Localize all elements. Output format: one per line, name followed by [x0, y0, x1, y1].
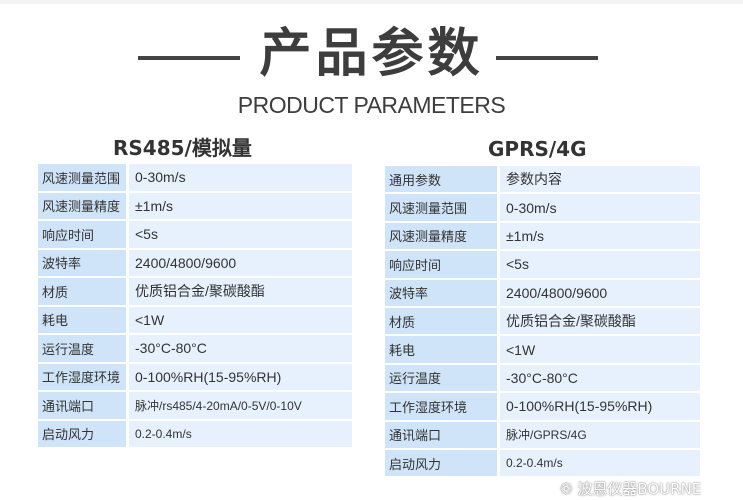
param-value: 2400/4800/9600: [500, 279, 700, 306]
page-subtitle: PRODUCT PARAMETERS: [237, 92, 506, 118]
param-value: 0-30m/s: [129, 164, 352, 191]
table-row: 工作湿度环境 0-100%RH(15-95%RH): [385, 393, 700, 420]
param-label: 耗电: [38, 306, 126, 333]
table-row: 启动风力 0.2-0.4m/s: [38, 420, 352, 447]
table-row: 通讯端口 脉冲/rs485/4-20mA/0-5V/0-10V: [38, 392, 352, 419]
table-row: 通用参数 参数内容: [385, 166, 700, 193]
table-row: 波特率 2400/4800/9600: [38, 249, 352, 276]
table-row: 运行温度 -30°C-80°C: [38, 335, 352, 362]
param-value: 优质铝合金/聚碳酸酯: [129, 278, 352, 305]
param-label: 通讯端口: [38, 392, 126, 419]
param-label: 运行温度: [385, 364, 497, 392]
param-value: 0-100%RH(15-95%RH): [500, 393, 700, 420]
param-label: 风速测量精度: [38, 192, 126, 219]
table-row: 风速测量精度 ±1m/s: [38, 192, 352, 219]
param-label: 波特率: [385, 279, 497, 306]
param-label: 通用参数: [385, 166, 497, 193]
param-label: 工作湿度环境: [38, 363, 126, 390]
table-row: 风速测量范围 0-30m/s: [38, 164, 352, 191]
param-label: 风速测量范围: [385, 194, 497, 221]
top-divider: [0, 0, 743, 4]
param-label: 响应时间: [385, 251, 497, 278]
table-row: 工作湿度环境 0-100%RH(15-95%RH): [38, 363, 352, 390]
param-value: 0-30m/s: [500, 194, 700, 221]
table-row: 耗电 <1W: [38, 306, 352, 333]
gprs-parameter-table: 通用参数 参数内容 风速测量范围 0-30m/s 风速测量精度 ±1m/s 响应时间 <5s 波…: [385, 166, 700, 478]
param-label: 响应时间: [38, 221, 126, 248]
param-value: 参数内容: [500, 166, 700, 193]
param-label: 风速测量范围: [38, 164, 126, 191]
param-label: 通讯端口: [385, 421, 497, 448]
table-row: 材质 优质铝合金/聚碳酸酯: [385, 307, 700, 335]
table-row: 波特率 2400/4800/9600: [385, 279, 700, 306]
watermark: ❁ 波恩仪器BOURNE: [560, 480, 702, 498]
param-label: 波特率: [38, 249, 126, 276]
param-label: 材质: [38, 278, 126, 305]
param-label: 耗电: [385, 336, 497, 363]
table-row: 风速测量精度 ±1m/s: [385, 222, 700, 250]
table-row: 响应时间 <5s: [38, 221, 352, 248]
param-value: <1W: [129, 306, 352, 333]
param-value: -30°C-80°C: [129, 335, 352, 362]
param-value: 0.2-0.4m/s: [129, 420, 352, 447]
param-value: <1W: [500, 336, 700, 363]
param-value: <5s: [129, 221, 352, 248]
left-table-title: RS485/模拟量: [113, 136, 252, 160]
param-value: 优质铝合金/聚碳酸酯: [500, 307, 700, 335]
page-title: 产品参数: [259, 24, 484, 84]
param-value: 脉冲/GPRS/4G: [500, 421, 700, 448]
table-row: 风速测量范围 0-30m/s: [385, 194, 700, 221]
table-row: 通讯端口 脉冲/GPRS/4G: [385, 421, 700, 448]
rs485-parameter-table: 风速测量范围 0-30m/s 风速测量精度 ±1m/s 响应时间 <5s 波特率 2400/4…: [38, 164, 352, 449]
table-row: 运行温度 -30°C-80°C: [385, 364, 700, 392]
param-value: ±1m/s: [129, 192, 352, 219]
param-value: 脉冲/rs485/4-20mA/0-5V/0-10V: [129, 392, 352, 419]
param-value: -30°C-80°C: [500, 364, 700, 392]
title-dash-right: [496, 56, 598, 60]
param-value: 2400/4800/9600: [129, 249, 352, 276]
param-label: 风速测量精度: [385, 222, 497, 250]
param-label: 材质: [385, 307, 497, 335]
param-value: 0.2-0.4m/s: [500, 449, 700, 477]
param-label: 启动风力: [38, 420, 126, 447]
param-value: <5s: [500, 251, 700, 278]
param-label: 启动风力: [385, 449, 497, 477]
param-label: 工作湿度环境: [385, 393, 497, 420]
param-value: ±1m/s: [500, 222, 700, 250]
right-table-title: GPRS/4G: [488, 137, 587, 161]
table-row: 启动风力 0.2-0.4m/s: [385, 449, 700, 477]
table-row: 材质 优质铝合金/聚碳酸酯: [38, 278, 352, 305]
title-dash-left: [138, 56, 240, 60]
table-row: 响应时间 <5s: [385, 251, 700, 278]
table-row: 耗电 <1W: [385, 336, 700, 363]
param-label: 运行温度: [38, 335, 126, 362]
param-value: 0-100%RH(15-95%RH): [129, 363, 352, 390]
